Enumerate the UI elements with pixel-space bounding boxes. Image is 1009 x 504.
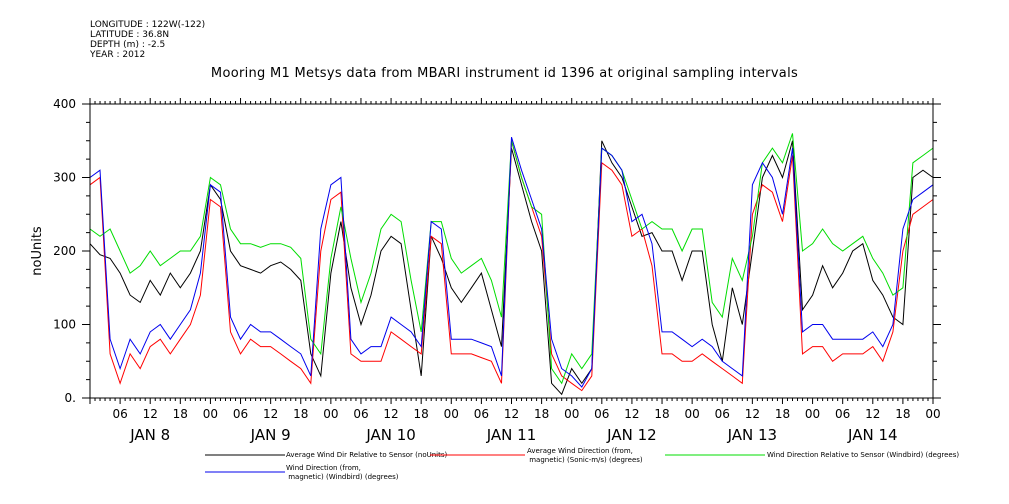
metadata-block: LONGITUDE : 122W(-122) LATITUDE : 36.8N … — [90, 20, 205, 60]
legend-label-2: Average Wind Direction (from, magnetic) … — [527, 447, 643, 464]
x-tick-label: 06 — [474, 407, 489, 421]
x-tick-label: 12 — [383, 407, 398, 421]
y-tick-label: 300 — [53, 171, 76, 185]
x-tick-label: 06 — [233, 407, 248, 421]
x-tick-label: 12 — [263, 407, 278, 421]
series-line-4 — [89, 136, 934, 388]
y-tick-label: 0. — [65, 391, 76, 405]
x-tick-label: 00 — [564, 407, 579, 421]
series-line-3 — [89, 133, 934, 385]
x-tick-label: 12 — [143, 407, 158, 421]
year-text: YEAR : 2012 — [90, 50, 146, 60]
day-label: JAN 12 — [606, 426, 657, 444]
x-tick-label: 00 — [925, 407, 940, 421]
day-label: JAN 8 — [129, 426, 170, 444]
x-tick-label: 18 — [654, 407, 669, 421]
x-tick-label: 00 — [444, 407, 459, 421]
x-tick-label: 00 — [203, 407, 218, 421]
legend: Average Wind Dir Relative to Sensor (noU… — [205, 447, 959, 481]
series-line-2 — [89, 140, 934, 392]
x-tick-label: 18 — [414, 407, 429, 421]
x-tick-label: 00 — [805, 407, 820, 421]
y-tick-label: 400 — [53, 97, 76, 111]
latitude-text: LATITUDE : 36.8N — [90, 30, 170, 40]
x-tick-label: 06 — [715, 407, 730, 421]
legend-label-3: Wind Direction Relative to Sensor (Windb… — [767, 451, 959, 459]
legend-label-4: Wind Direction (from, magnetic) (Windbir… — [286, 464, 399, 481]
y-axis-label: noUnits — [30, 226, 45, 276]
chart-title: Mooring M1 Metsys data from MBARI instru… — [210, 66, 799, 81]
x-tick-label: 00 — [685, 407, 700, 421]
x-tick-label: 12 — [745, 407, 760, 421]
x-tick-label: 18 — [534, 407, 549, 421]
x-tick-label: 00 — [323, 407, 338, 421]
ticks-layer: 06 12 18 00 06 12 18 00 06 12 18 00 06 12 18 00 06 12 18 00… — [53, 97, 941, 444]
series-layer — [89, 133, 934, 396]
day-label: JAN 10 — [365, 426, 416, 444]
longitude-text: LONGITUDE : 122W(-122) — [90, 20, 206, 30]
y-tick-label: 100 — [53, 318, 76, 332]
x-tick-label: 12 — [504, 407, 519, 421]
day-label: JAN 11 — [486, 426, 537, 444]
day-label: JAN 13 — [727, 426, 778, 444]
x-tick-label: 18 — [293, 407, 308, 421]
x-tick-label: 12 — [865, 407, 880, 421]
x-tick-label: 06 — [594, 407, 609, 421]
x-tick-label: 12 — [624, 407, 639, 421]
x-tick-label: 18 — [775, 407, 790, 421]
x-tick-label: 06 — [112, 407, 127, 421]
series-line-1 — [89, 140, 934, 396]
x-tick-label: 06 — [353, 407, 368, 421]
depth-text: DEPTH (m) : -2.5 — [90, 40, 166, 50]
x-tick-label: 18 — [895, 407, 910, 421]
x-tick-label: 06 — [835, 407, 850, 421]
y-tick-label: 200 — [53, 244, 76, 258]
day-label: JAN 9 — [250, 426, 291, 444]
legend-label-1: Average Wind Dir Relative to Sensor (noU… — [286, 451, 447, 459]
x-tick-label: 18 — [173, 407, 188, 421]
day-label: JAN 14 — [847, 426, 898, 444]
